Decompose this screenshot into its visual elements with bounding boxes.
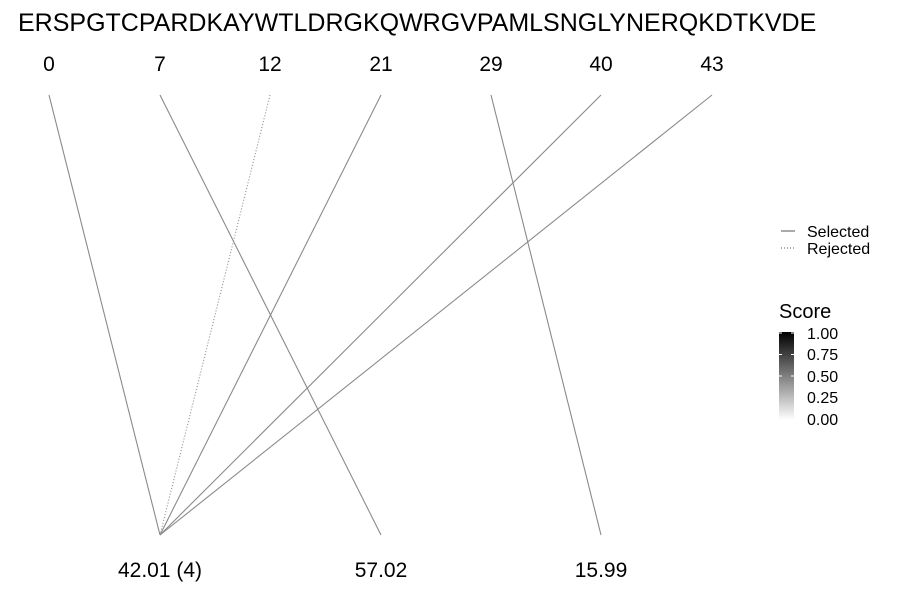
score-tick-label: 0.25: [807, 390, 838, 407]
selected-link-line: [159, 94, 713, 536]
position-label: 0: [43, 53, 55, 76]
position-labels: 0 7 12 21 29 40 43: [43, 53, 724, 76]
position-label: 21: [369, 53, 392, 76]
rejected-legend-label: Rejected: [807, 241, 870, 258]
rejected-link-line: [159, 94, 271, 536]
selected-link-line: [48, 94, 161, 536]
selected-link-line: [490, 94, 602, 536]
position-label: 29: [479, 53, 502, 76]
mass-label: 42.01 (4): [118, 559, 202, 582]
score-tick-label: 1.00: [807, 326, 838, 343]
mass-label: 57.02: [355, 559, 408, 582]
connection-lines: [48, 94, 713, 536]
mass-labels: 42.01 (4) 57.02 15.99: [118, 559, 627, 582]
score-tick-label: 0.50: [807, 369, 838, 386]
position-label: 43: [700, 53, 723, 76]
score-legend-title: Score: [779, 301, 831, 323]
score-ticks: [779, 332, 794, 377]
status-legend: Selected Rejected: [781, 224, 870, 258]
score-tick-label: 0.00: [807, 412, 838, 429]
selected-link-line: [159, 94, 602, 536]
score-tick-label: 0.75: [807, 347, 838, 364]
score-colorbar: [779, 332, 794, 420]
position-label: 40: [589, 53, 612, 76]
score-legend: Score 1.00 0.75 0.50 0.25 0.00: [779, 301, 838, 429]
position-label: 7: [154, 53, 166, 76]
mass-label: 15.99: [575, 559, 628, 582]
selected-link-line: [159, 94, 382, 536]
position-label: 12: [258, 53, 281, 76]
sequence-text: ERSPGTCPARDKAYWTLDRGKQWRGVPAMLSNGLYNERQK…: [18, 9, 816, 37]
selected-legend-label: Selected: [807, 224, 869, 241]
